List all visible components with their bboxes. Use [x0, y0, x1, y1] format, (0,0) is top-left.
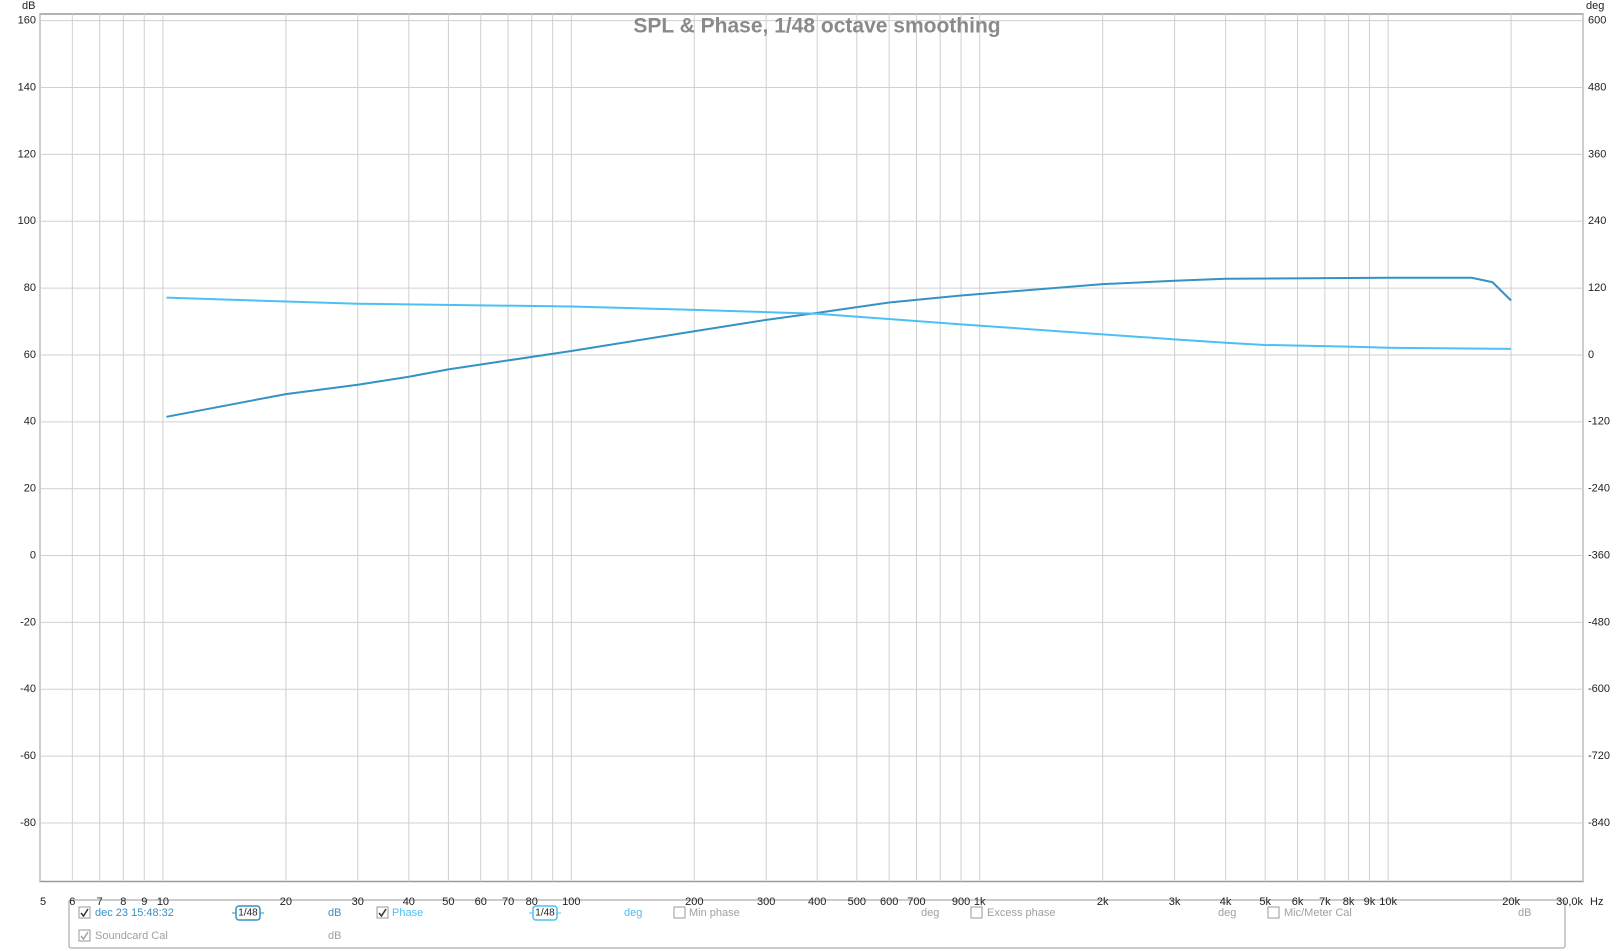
y-tick-label: -20 — [20, 616, 36, 628]
legend-unit: deg — [624, 907, 642, 919]
y2-tick-label: -840 — [1588, 817, 1610, 829]
legend-entry[interactable]: Soundcard Cal — [95, 930, 168, 942]
y-tick-label: -60 — [20, 750, 36, 762]
x-tick-label: 7k — [1319, 896, 1331, 908]
legend-panel — [68, 899, 1566, 949]
y2-tick-label: -720 — [1588, 750, 1610, 762]
x-tick-label: 9 — [141, 896, 147, 908]
checkbox[interactable] — [78, 906, 91, 919]
x-tick-label: 400 — [808, 896, 826, 908]
y2-tick-label: -600 — [1588, 683, 1610, 695]
x-tick-label: 5 — [40, 896, 46, 908]
x-tick-label: 60 — [475, 896, 487, 908]
x-tick-label: 80 — [526, 896, 538, 908]
series-line — [166, 296, 1512, 350]
legend-entry[interactable]: Mic/Meter Cal — [1284, 907, 1352, 919]
x-tick-label: 8k — [1343, 896, 1355, 908]
y2-tick-label: 360 — [1588, 148, 1606, 160]
y2-tick-label: 120 — [1588, 282, 1606, 294]
y2-tick-label: 600 — [1588, 15, 1606, 27]
y-tick-label: 40 — [24, 416, 36, 428]
grid — [39, 14, 1584, 882]
checkbox[interactable] — [78, 929, 91, 942]
y2-tick-label: -120 — [1588, 416, 1610, 428]
y-tick-label: 120 — [18, 148, 36, 160]
checkbox[interactable] — [376, 906, 389, 919]
series-line — [166, 276, 1512, 418]
x-tick-label: 9k — [1364, 896, 1376, 908]
x-tick-label: 7 — [97, 896, 103, 908]
smoothing-label: 1/48 — [238, 908, 258, 919]
x-tick-label: 300 — [757, 896, 775, 908]
check-mark — [80, 908, 89, 918]
legend-entry[interactable]: Min phase — [689, 907, 740, 919]
x-tick-label: 40 — [403, 896, 415, 908]
legend-entry[interactable]: Excess phase — [987, 907, 1055, 919]
legend-unit: dB — [1518, 907, 1531, 919]
y-tick-label: 80 — [24, 282, 36, 294]
check-mark — [378, 908, 387, 918]
y-tick-label: -40 — [20, 683, 36, 695]
x-tick-label: 10k — [1379, 896, 1397, 908]
checkbox[interactable] — [970, 906, 983, 919]
y2-tick-label: -480 — [1588, 616, 1610, 628]
y2-tick-label: 240 — [1588, 215, 1606, 227]
x-tick-label: 100 — [562, 896, 580, 908]
x-tick-label: 700 — [907, 896, 925, 908]
y-tick-label: 60 — [24, 349, 36, 361]
x-tick-label: 30 — [352, 896, 364, 908]
x-tick-label: 70 — [502, 896, 514, 908]
x-tick-label: 8 — [120, 896, 126, 908]
lines — [166, 276, 1512, 418]
x-axis-unit: Hz — [1590, 896, 1603, 908]
x-tick-label: 4k — [1220, 896, 1232, 908]
x-tick-label: 20k — [1502, 896, 1520, 908]
x-tick-label: 200 — [685, 896, 703, 908]
y-tick-label: 140 — [18, 81, 36, 93]
x-tick-label: 50 — [442, 896, 454, 908]
y-tick-label: 20 — [24, 483, 36, 495]
legend-unit: deg — [1218, 907, 1236, 919]
checkbox[interactable] — [1267, 906, 1280, 919]
y2-tick-label: -240 — [1588, 483, 1610, 495]
y-tick-label: 0 — [30, 549, 36, 561]
x-tick-label: 900 — [952, 896, 970, 908]
smoothing-box[interactable] — [532, 905, 558, 921]
smoothing-label: 1/48 — [535, 908, 555, 919]
y-tick-label: -80 — [20, 817, 36, 829]
x-tick-label: 30,0k — [1556, 896, 1583, 908]
x-tick-label: 1k — [974, 896, 986, 908]
check-mark — [80, 931, 89, 941]
legend-unit: dB — [328, 930, 341, 942]
chart-title: SPL & Phase, 1/48 octave smoothing — [633, 15, 1000, 38]
x-tick-label: 20 — [280, 896, 292, 908]
y-tick-label: 160 — [18, 15, 36, 27]
checkbox[interactable] — [673, 906, 686, 919]
y2-tick-label: 0 — [1588, 349, 1594, 361]
x-tick-label: 2k — [1097, 896, 1109, 908]
legend: dec 23 15:48:32 1/48 dB Phase 1/48 deg Min pha… — [78, 905, 1531, 942]
x-tick-label: 6 — [69, 896, 75, 908]
x-tick-label: 6k — [1292, 896, 1304, 908]
x-tick-label: 3k — [1169, 896, 1181, 908]
plot-area — [39, 13, 1584, 883]
y2-tick-label: -360 — [1588, 549, 1610, 561]
legend-unit: dB — [328, 907, 341, 919]
x-tick-label: 10 — [157, 896, 169, 908]
x-tick-label: 500 — [848, 896, 866, 908]
legend-entry[interactable]: Phase — [392, 907, 423, 919]
y-axis-label: dB — [22, 0, 35, 12]
x-tick-label: 5k — [1259, 896, 1271, 908]
legend-unit: deg — [921, 907, 939, 919]
x-tick-label: 600 — [880, 896, 898, 908]
smoothing-box[interactable] — [235, 905, 261, 921]
y-tick-label: 100 — [18, 215, 36, 227]
y2-axis-label: deg — [1586, 0, 1604, 12]
y2-tick-label: 480 — [1588, 81, 1606, 93]
legend-entry[interactable]: dec 23 15:48:32 — [95, 907, 174, 919]
